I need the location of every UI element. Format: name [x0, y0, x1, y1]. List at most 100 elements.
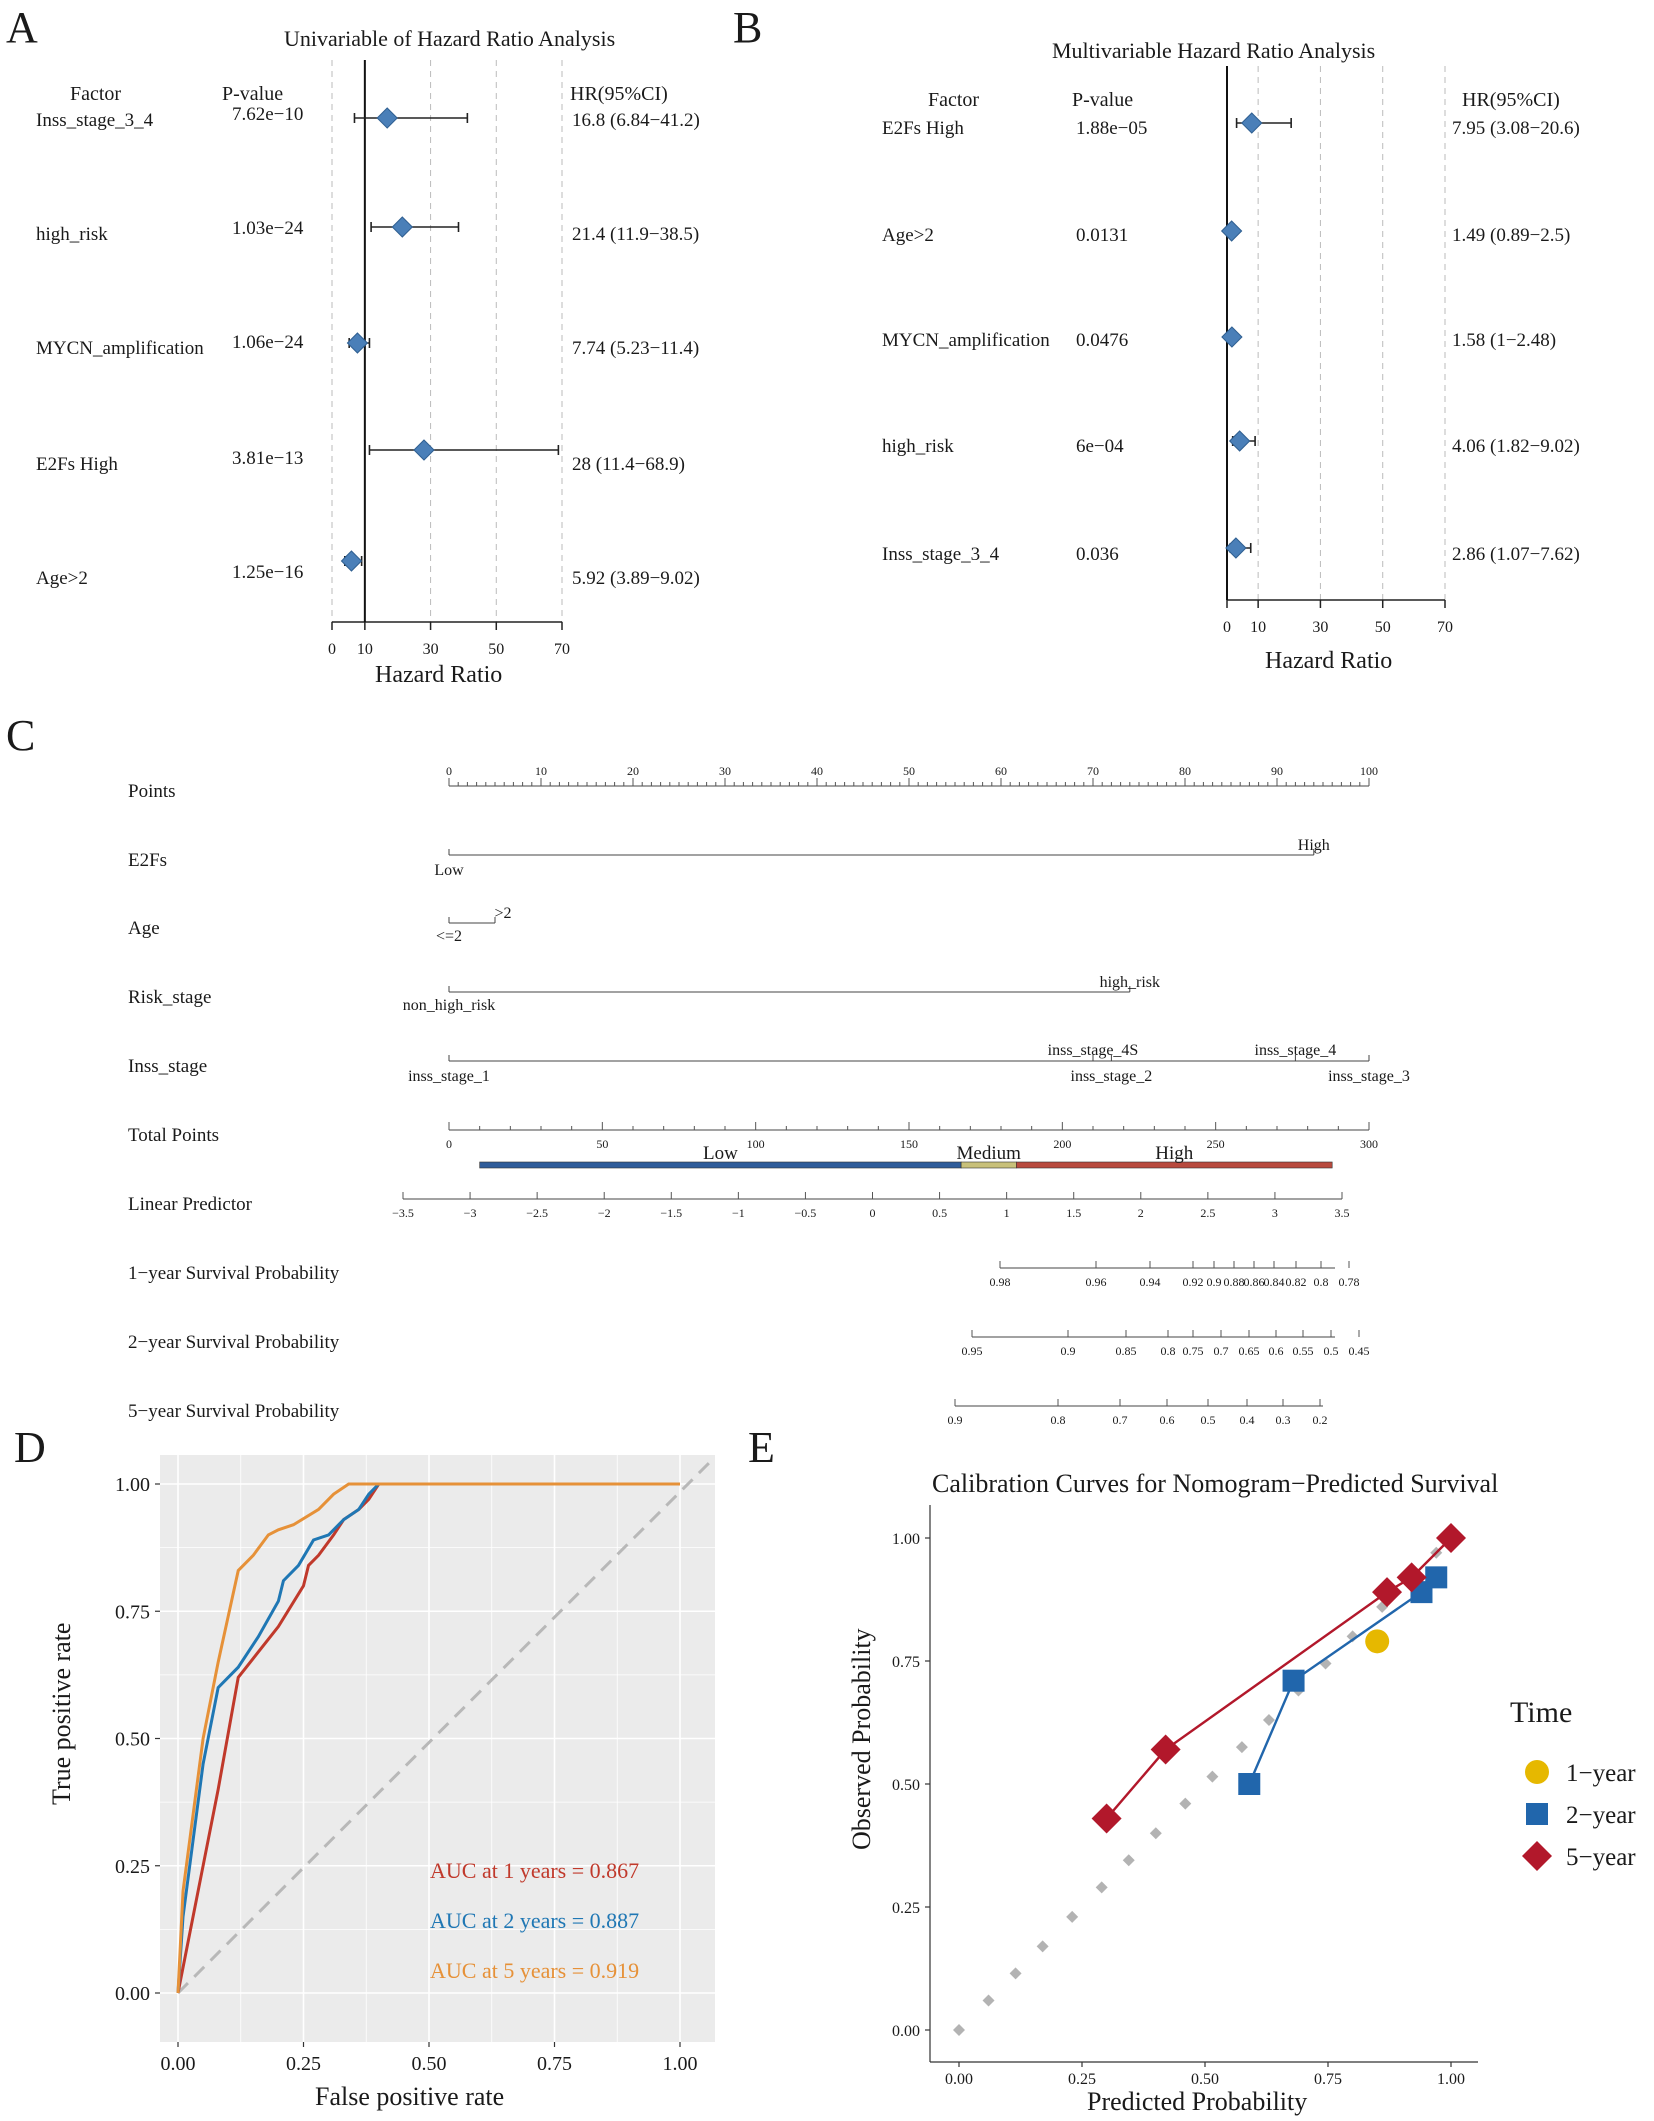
nomogram-risk-label: Medium: [957, 1143, 1022, 1164]
forest-b-xlabel: Hazard Ratio: [1265, 648, 1392, 674]
calibration-x-tick-label: 0.00: [945, 2071, 973, 2088]
calibration-reference-point: [1149, 1827, 1162, 1840]
nomogram-survival-tick-label: 0.98: [990, 1275, 1011, 1289]
nomogram-level-label: >2: [494, 905, 511, 922]
forest-hr-marker: [1225, 537, 1247, 559]
calibration-series-line: [1105, 1537, 1452, 1820]
nomogram-lp-tick-label: −0.5: [795, 1206, 817, 1220]
calibration-legend-title: Time: [1510, 1696, 1572, 1729]
nomogram-level-label: High: [1298, 837, 1330, 854]
calibration-reference-point: [1262, 1714, 1275, 1727]
nomogram-lp-tick-label: −1: [732, 1206, 745, 1220]
nomogram-lp-tick-label: −2.5: [526, 1206, 548, 1220]
panel-label-e: E: [748, 1423, 775, 1472]
nomogram-survival-tick-label: 0.8: [1314, 1275, 1329, 1289]
nomogram-level-label: inss_stage_1: [408, 1068, 490, 1085]
nomogram-points-tick-label: 10: [535, 764, 547, 778]
forest-a-header-hr: HR(95%CI): [570, 83, 668, 105]
nomogram-survival-tick-label: 0.55: [1293, 1344, 1314, 1358]
nomogram-var-label: Inss_stage: [128, 1056, 207, 1077]
calibration-reference-point: [1009, 1967, 1022, 1980]
nomogram-survival-tick-label: 0.8: [1161, 1344, 1176, 1358]
forest-x-tick-label: 50: [1375, 619, 1391, 636]
nomogram-survival-tick-label: 0.6: [1160, 1413, 1175, 1427]
forest-a-title: Univariable of Hazard Ratio Analysis: [284, 26, 615, 51]
forest-factor-label: Age>2: [882, 225, 934, 246]
nomogram-linear-predictor-label: Linear Predictor: [128, 1194, 253, 1215]
roc-chart: False positive rate True positive rate 0…: [47, 1455, 717, 2111]
forest-hr-text: 2.86 (1.07−7.62): [1452, 544, 1580, 565]
nomogram-survival-tick-label: 0.3: [1276, 1413, 1291, 1427]
forest-factor-label: E2Fs High: [36, 454, 118, 475]
roc-auc-label: AUC at 2 years = 0.887: [430, 1908, 639, 1933]
forest-hr-text: 16.8 (6.84−41.2): [572, 110, 700, 131]
forest-pvalue: 7.62e−10: [232, 104, 303, 125]
forest-factor-label: Inss_stage_3_4: [882, 544, 1000, 565]
nomogram-lp-tick-label: 2: [1138, 1206, 1144, 1220]
forest-hr-text: 1.49 (0.89−2.5): [1452, 225, 1570, 246]
nomogram-survival-tick-label: 0.5: [1324, 1344, 1339, 1358]
roc-ylabel: True positive rate: [47, 1623, 76, 1805]
forest-factor-label: Inss_stage_3_4: [36, 110, 154, 131]
calibration-reference-point: [1095, 1881, 1108, 1894]
roc-y-tick-label: 0.00: [115, 1983, 150, 2005]
forest-hr-marker: [1220, 220, 1243, 242]
forest-factor-label: MYCN_amplification: [36, 338, 204, 359]
roc-x-tick-label: 0.25: [286, 2053, 321, 2075]
calibration-legend-label: 1−year: [1566, 1760, 1636, 1787]
nomogram-points-label: Points: [128, 781, 176, 802]
roc-curve-line: [176, 1482, 680, 1994]
panel-label-c: C: [6, 711, 35, 760]
nomogram-points-tick-label: 0: [446, 764, 452, 778]
nomogram-points-tick-label: 70: [1087, 764, 1099, 778]
nomogram-survival-tick-label: 0.65: [1239, 1344, 1260, 1358]
roc-x-tick-label: 0.50: [412, 2053, 447, 2075]
calibration-point: [1238, 1773, 1261, 1795]
nomogram-level-label: inss_stage_2: [1071, 1068, 1153, 1085]
nomogram-total-points-label: Total Points: [128, 1125, 219, 1146]
calibration-point: [1091, 1803, 1122, 1834]
calibration-reference-point: [982, 1994, 995, 2007]
forest-hr-text: 28 (11.4−68.9): [572, 454, 685, 475]
roc-auc-label: AUC at 1 years = 0.867: [430, 1858, 639, 1883]
nomogram-survival-tick-label: 0.78: [1339, 1275, 1360, 1289]
nomogram-lp-tick-label: −2: [598, 1206, 611, 1220]
nomogram-total-tick-label: 50: [596, 1137, 608, 1151]
forest-x-tick-label: 70: [1437, 619, 1453, 636]
forest-hr-marker: [1241, 112, 1263, 134]
nomogram-lp-tick-label: −3.5: [392, 1206, 414, 1220]
nomogram-var-label: Age: [128, 918, 160, 939]
roc-y-tick-label: 0.50: [115, 1729, 150, 1751]
forest-x-tick-label: 0: [328, 641, 336, 658]
nomogram-risk-label: Low: [703, 1143, 738, 1164]
nomogram-survival-tick-label: 0.7: [1113, 1413, 1128, 1427]
calibration-y-tick-label: 0.00: [892, 2023, 920, 2040]
forest-a-header-pvalue: P-value: [222, 83, 283, 105]
roc-diagonal-reference: [176, 1455, 717, 1995]
forest-x-tick-label: 30: [423, 641, 439, 658]
roc-xlabel: False positive rate: [315, 2082, 504, 2111]
roc-y-tick-label: 1.00: [115, 1474, 150, 1496]
calibration-reference-point: [1235, 1741, 1248, 1754]
roc-x-tick-label: 0.00: [161, 2053, 196, 2075]
forest-x-tick-label: 70: [554, 641, 570, 658]
nomogram-level-label: <=2: [436, 928, 462, 945]
nomogram-level-label: inss_stage_4: [1255, 1042, 1337, 1059]
calibration-legend-key: [1525, 1760, 1549, 1784]
calibration-legend-key: [1526, 1803, 1548, 1825]
forest-hr-marker: [1228, 430, 1251, 452]
forest-x-tick-label: 10: [357, 641, 373, 658]
forest-hr-text: 7.95 (3.08−20.6): [1452, 118, 1580, 139]
forest-hr-marker: [1221, 326, 1243, 348]
roc-plot-background: [160, 1455, 715, 2042]
nomogram-lp-tick-label: −3: [464, 1206, 477, 1220]
nomogram-lp-tick-label: −1.5: [660, 1206, 682, 1220]
forest-pvalue: 6e−04: [1076, 436, 1124, 457]
forest-pvalue: 0.036: [1076, 544, 1119, 565]
nomogram-lp-tick-label: 0.5: [932, 1206, 947, 1220]
calibration-y-tick-label: 0.50: [892, 1777, 920, 1794]
forest-pvalue: 0.0476: [1076, 330, 1128, 351]
calibration-legend-label: 5−year: [1566, 1844, 1636, 1871]
forest-pvalue: 1.06e−24: [232, 332, 304, 353]
